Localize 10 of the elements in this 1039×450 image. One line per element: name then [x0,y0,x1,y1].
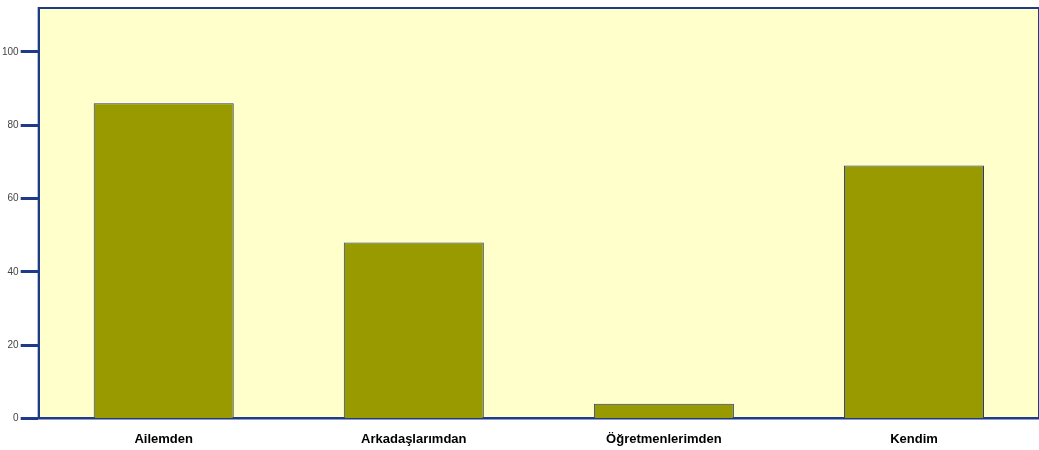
x-tick-label: Arkadaşlarımdan [361,430,467,446]
x-tick-label: Ailemden [134,430,194,446]
y-tick-label: 60 [7,192,20,204]
y-tick-label: 20 [7,338,20,350]
x-tick-label: Öğretmenlerimden [606,430,722,446]
y-tick-label: 0 [13,412,20,424]
y-tick-label: 100 [2,45,20,57]
x-tick-label: Kendim [890,430,938,446]
y-tick-label: 80 [7,119,20,131]
y-tick-label: 40 [7,265,20,277]
